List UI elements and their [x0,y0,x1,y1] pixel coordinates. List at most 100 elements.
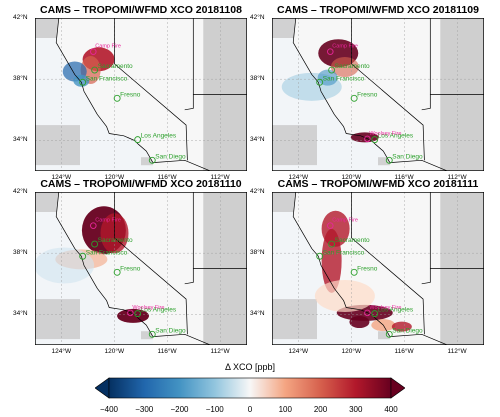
border-line [421,94,431,111]
lat-tick-label: 42°N [250,188,265,195]
no-data-region [35,299,80,340]
fire-marker [364,135,371,143]
city-label: San Francisco [323,249,365,256]
city-label: Los Angeles [378,307,414,314]
city-label: San Francisco [86,249,128,256]
xco-anomaly [391,321,412,332]
city-label: San Diego [392,327,423,334]
city-label: San Francisco [86,75,128,82]
colorbar: Δ XCO [ppb] −400 −300 −200 −100 0 100 200 300 40… [95,358,405,417]
city-marker [79,252,87,260]
panel-title: CAMS – TROPOMI/WFMD XCO 20181111 [277,178,479,190]
city-marker [316,78,324,86]
xco-anomaly [117,308,150,323]
lat-tick-label: 38°N [250,75,265,83]
map-20181109: Sacramento San Francisco Fresno Los Angeles… [272,18,484,171]
city-label: San Francisco [323,75,365,82]
lat-tick-label: 38°N [13,75,28,83]
colorbar-tick-label: 300 [349,405,363,414]
lat-tick-label: 42°N [250,14,265,21]
border-line [184,268,194,285]
city-marker [350,94,358,102]
fire-marker [90,222,97,229]
colorbar-tick-label: −100 [205,405,224,414]
city-marker [113,268,121,276]
fire-marker [90,48,97,55]
colorbar-tick-label: 0 [247,405,253,414]
city-marker [91,240,99,248]
fire-label: Camp Fire [95,218,121,224]
border-line [114,192,188,335]
lat-tick-label: 34°N [13,136,28,144]
map-frame [272,18,484,171]
lon-tick-label: 116°W [394,348,414,355]
city-label: Los Angeles [378,133,414,140]
colorbar-tick-label: −300 [135,405,154,414]
panel-title: CAMS – TROPOMI/WFMD XCO 20181110 [40,178,242,190]
lon-tick-label: 112°W [447,348,467,355]
fire-label: Woolsey Fire [132,305,164,311]
city-label: Los Angeles [141,307,177,314]
fire-marker [364,309,371,317]
city-label: San Diego [155,327,186,334]
fire-marker [327,48,334,55]
lon-tick-label: 112°W [210,348,230,355]
city-label: Fresno [120,91,141,98]
no-data-region [35,125,80,166]
fire-marker [327,222,334,229]
city-label: Los Angeles [141,133,177,140]
panel-title: CAMS – TROPOMI/WFMD XCO 20181109 [277,4,479,16]
city-marker [328,240,336,248]
xco-anomaly [314,280,375,313]
lon-tick-label: 124°W [51,348,72,355]
no-data-region [272,299,317,340]
map-20181108: Sacramento San Francisco Fresno Los Angeles… [35,18,247,171]
border-line [389,159,449,171]
border-line [114,18,188,161]
lon-tick-label: 120°W [104,174,125,181]
colorbar-tick-label: −400 [99,405,119,414]
lon-tick-label: 116°W [394,174,414,181]
lat-tick-label: 42°N [13,188,28,195]
border-line [152,333,212,345]
colorbar-tick-label: 100 [278,405,292,414]
lon-tick-label: 124°W [288,348,309,355]
map-frame [35,192,247,345]
city-label: Sacramento [335,237,370,244]
city-label: Fresno [357,91,378,98]
map-20181110: Sacramento San Francisco Fresno Los Angeles… [35,192,247,345]
city-marker [371,310,379,318]
city-marker [371,136,379,144]
colorbar-tick-label: 200 [313,405,328,414]
lat-tick-label: 42°N [13,14,28,21]
city-label: Fresno [357,265,378,272]
city-marker [134,136,142,144]
city-marker [134,310,142,318]
colorbar-gradient [95,377,405,399]
map-frame [272,192,484,345]
city-label: Sacramento [98,63,133,70]
border-line [351,18,425,161]
border-line [184,94,194,111]
lat-tick-label: 34°N [250,136,265,144]
lon-tick-label: 116°W [157,348,177,355]
xco-anomaly [330,56,359,77]
lat-tick-label: 38°N [250,249,265,257]
fire-label: Camp Fire [332,218,358,224]
xco-anomaly [349,316,370,329]
lat-tick-label: 38°N [13,249,28,257]
colorbar-label: Δ XCO [ppb] [224,362,276,372]
lon-tick-label: 112°W [210,174,230,181]
city-label: Sacramento [98,237,133,244]
city-marker [148,156,156,164]
city-marker [79,78,87,86]
fire-label: Woolsey Fire [369,305,401,311]
map-frame [35,18,247,171]
lon-tick-label: 120°W [341,174,362,181]
border-line [152,159,212,171]
colorbar-tick-label: −200 [170,405,189,414]
lon-tick-label: 124°W [288,174,309,181]
border-line [351,192,425,335]
border-line [421,268,431,285]
lon-tick-label: 120°W [341,348,362,355]
